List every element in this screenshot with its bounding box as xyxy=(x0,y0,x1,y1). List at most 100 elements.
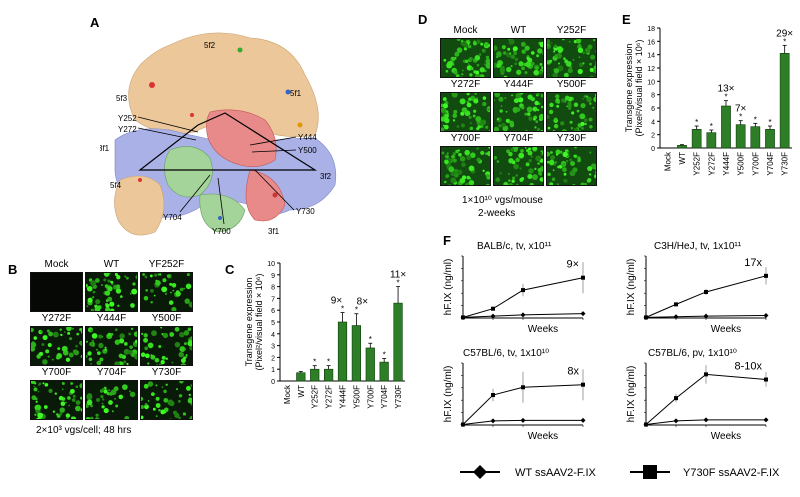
micro-d-label-y730f: Y730F xyxy=(556,133,587,144)
bar-y500f xyxy=(351,325,361,382)
micro-b-label-yf252f: YF252F xyxy=(148,259,185,270)
y-tick-label: 1 xyxy=(271,367,275,374)
panel-b-caption: 2×10³ vgs/cell; 48 hrs xyxy=(36,425,132,436)
micro-d-label-y272f: Y272F xyxy=(450,79,481,90)
x-tick-label: Y730F xyxy=(394,385,403,409)
bar-y272f xyxy=(706,132,717,149)
micro-d-label-wt: WT xyxy=(510,25,527,36)
panel-label-c: C xyxy=(225,262,235,277)
bar-y444f xyxy=(721,105,731,149)
micro-b-label-y272f: Y272F xyxy=(41,313,72,324)
micro-d-label-y252f: Y252F xyxy=(556,25,587,36)
micro-d-image-y272f xyxy=(440,92,491,132)
micro-d-label-mock: Mock xyxy=(453,25,478,36)
bar-chart-e: 0 2 4 6 8 10 12 14 16 18 Mock WT * Y252F * Y272F * Y444F *… xyxy=(624,26,793,176)
x-axis-label: Weeks xyxy=(528,324,558,335)
fold-annotation: 9× xyxy=(566,259,579,271)
y-axis-label: hF.IX (ng/ml) xyxy=(443,259,454,316)
micro-d-image-y704f xyxy=(493,146,544,186)
diamond-marker xyxy=(580,311,586,317)
micro-b-image-y272f xyxy=(30,326,83,366)
bar-y252f xyxy=(310,368,320,382)
micro-b-label-y730f: Y730F xyxy=(151,367,182,378)
bar-chart-c: 0 1 2 3 4 5 6 7 8 9 10 Mock WT * Y252F * Y272F * Y444F * Y50… xyxy=(244,261,406,409)
diamond-marker xyxy=(703,417,709,423)
x-tick-label: Y730F xyxy=(781,152,790,176)
legend-diamond-marker xyxy=(473,465,487,479)
square-marker xyxy=(581,275,585,280)
significance-star: * xyxy=(783,37,786,46)
panel-label-b: B xyxy=(8,262,18,277)
square-marker xyxy=(521,385,525,390)
y-tick-label: 8 xyxy=(651,93,655,100)
x-tick-label: Y704F xyxy=(766,152,775,176)
significance-star: * xyxy=(710,122,713,131)
series-line-diamond xyxy=(645,315,767,318)
square-marker xyxy=(704,372,708,377)
residue-label-y700: Y700 xyxy=(212,227,231,236)
y-axis-label: hF.IX (ng/ml) xyxy=(443,366,454,423)
significance-star: * xyxy=(313,358,316,367)
micro-d-label-y500f: Y500F xyxy=(556,79,587,90)
x-tick-label: Y444F xyxy=(339,385,348,409)
bar-y500f xyxy=(735,124,746,149)
square-marker xyxy=(764,273,768,278)
significance-star: * xyxy=(327,358,330,367)
x-axis-label: Weeks xyxy=(711,431,741,442)
series-line-square xyxy=(462,384,584,425)
square-marker xyxy=(644,315,648,320)
micro-b-label-y700f: Y700F xyxy=(41,367,72,378)
microscopy-grid-d: Mock WT Y252F Y272F Y444F Y500F Y700F Y704F Y730… xyxy=(440,24,600,194)
line-chart-f3: C57BL/6, tv, 1x10¹⁰ 8x Weeks hF.IX (ng/ml) xyxy=(443,348,586,442)
legend-square-marker xyxy=(643,465,657,479)
capsid-surface-pink xyxy=(206,109,277,167)
fold-annotation: 13× xyxy=(718,84,735,95)
square-marker xyxy=(674,302,678,307)
x-tick-label: Mock xyxy=(663,151,672,171)
x-tick-label: WT xyxy=(297,385,306,398)
fold-annotation: 8× xyxy=(357,297,369,308)
square-marker xyxy=(461,422,465,427)
x-tick-label: Y700F xyxy=(366,385,375,409)
square-marker xyxy=(644,422,648,427)
square-marker xyxy=(581,382,585,387)
y-axis-label-line1: Transgene expression xyxy=(624,44,634,133)
micro-d-image-wt xyxy=(493,38,544,78)
fold-annotation: 8-10x xyxy=(734,361,762,373)
micro-d-label-y700f: Y700F xyxy=(450,133,481,144)
series-line-square xyxy=(645,373,767,425)
capsid-surface-green xyxy=(164,146,213,198)
x-tick-label: Y272F xyxy=(707,152,716,176)
y-tick-label: 4 xyxy=(651,119,655,126)
y-tick-label: 18 xyxy=(647,26,655,33)
y-axis-label-line1: Transgene expression xyxy=(244,278,254,367)
panel-label-f: F xyxy=(443,233,451,248)
bar-y700f xyxy=(750,126,761,149)
fold-label-5f1: 5f1 xyxy=(290,89,302,98)
square-marker xyxy=(704,289,708,294)
micro-d-label-y444f: Y444F xyxy=(503,79,534,90)
fold-label-5f4: 5f4 xyxy=(110,181,122,190)
y-tick-label: 16 xyxy=(647,39,655,46)
series-line-diamond xyxy=(462,313,584,318)
square-marker xyxy=(461,315,465,320)
panel-label-d: D xyxy=(418,12,428,27)
x-tick-label: WT xyxy=(678,152,687,165)
legend-label-y730f: Y730F ssAAV2-F.IX xyxy=(683,467,780,479)
micro-d-image-y500f xyxy=(546,92,597,132)
x-tick-label: Y252F xyxy=(693,152,702,176)
fold-annotation: 17x xyxy=(744,257,762,269)
micro-d-image-mock xyxy=(440,38,491,78)
significance-star: * xyxy=(341,305,344,314)
residue-label-y730: Y730 xyxy=(296,207,315,216)
capsid-surface-tan-lower xyxy=(114,175,165,236)
micro-b-image-y730f xyxy=(140,380,193,420)
bar-y444f xyxy=(337,321,348,382)
square-marker xyxy=(491,306,495,311)
micro-b-image-y444f xyxy=(85,326,138,366)
x-tick-label: Y252F xyxy=(311,385,320,409)
panel-d-caption-line1: 1×10¹⁰ vgs/mouse xyxy=(462,195,543,206)
x-tick-label: Mock xyxy=(283,384,292,404)
y-tick-label: 6 xyxy=(271,308,275,315)
significance-star: * xyxy=(355,306,358,315)
